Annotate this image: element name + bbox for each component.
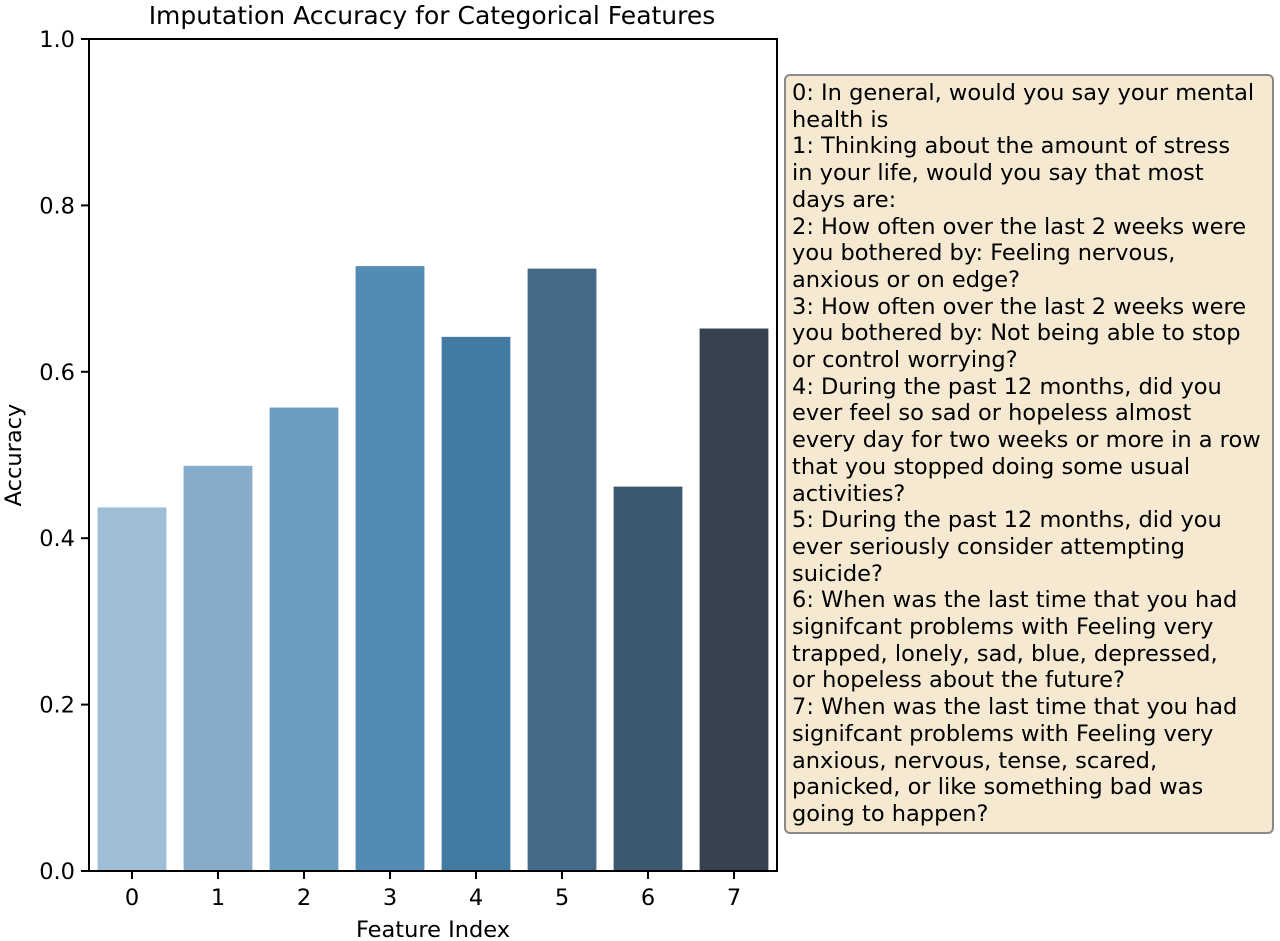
legend-line: 2: How often over the last 2 weeks were — [792, 213, 1247, 240]
legend-line: you bothered by: Feeling nervous, — [792, 240, 1176, 267]
legend-line: ever feel so sad or hopeless almost — [792, 400, 1192, 427]
y-tick-label: 0.0 — [39, 859, 75, 885]
legend-line: or hopeless about the future? — [792, 667, 1125, 694]
y-tick-label: 1.0 — [39, 27, 75, 53]
plot-frame — [88, 38, 778, 872]
legend-line: anxious, nervous, tense, scared, — [792, 747, 1158, 774]
legend-line: 4: During the past 12 months, did you — [792, 373, 1222, 400]
y-tick-label: 0.6 — [39, 360, 75, 386]
bar-feature-4 — [441, 336, 511, 872]
legend-line: 3: How often over the last 2 weeks were — [792, 293, 1247, 320]
chart-title: Imputation Accuracy for Categorical Feat… — [149, 1, 716, 30]
legend-line: ever seriously consider attempting — [792, 533, 1185, 560]
legend-line: trapped, lonely, sad, blue, depressed, — [792, 640, 1218, 667]
bar-feature-0 — [97, 507, 167, 871]
legend-line: signifcant problems with Feeling very — [792, 614, 1214, 641]
x-tick-label: 1 — [211, 885, 225, 911]
bar-feature-1 — [183, 465, 253, 871]
x-tick-label: 6 — [641, 885, 655, 911]
x-tick-label: 2 — [297, 885, 311, 911]
legend-line: in your life, would you say that most — [792, 160, 1204, 187]
legend-line: every day for two weeks or more in a row — [792, 427, 1261, 454]
legend-line: 6: When was the last time that you had — [792, 587, 1238, 614]
legend-line: signifcant problems with Feeling very — [792, 720, 1214, 747]
bar-feature-7 — [699, 328, 769, 871]
x-axis: 0 1 2 3 4 5 6 7 — [125, 871, 741, 911]
legend-line: that you stopped doing some usual — [792, 453, 1191, 480]
legend-line: 5: During the past 12 months, did you — [792, 507, 1222, 534]
legend-line: anxious or on edge? — [792, 266, 1021, 293]
y-tick-label: 0.8 — [39, 193, 75, 219]
bar-feature-5 — [527, 268, 597, 872]
legend-line: health is — [792, 106, 889, 133]
x-tick-label: 3 — [383, 885, 397, 911]
y-tick-label: 0.4 — [39, 526, 75, 552]
legend-line: 1: Thinking about the amount of stress — [792, 133, 1231, 160]
legend-line: going to happen? — [792, 800, 989, 827]
legend-line: panicked, or like something bad was — [792, 774, 1204, 801]
legend-line: activities? — [792, 480, 906, 507]
x-axis-label: Feature Index — [356, 917, 510, 941]
legend-line: or control worrying? — [792, 347, 1018, 374]
y-axis-label: Accuracy — [1, 404, 27, 507]
legend-line: 7: When was the last time that you had — [792, 694, 1238, 721]
bars-group — [97, 266, 769, 872]
bar-feature-3 — [355, 266, 425, 871]
x-tick-label: 4 — [469, 885, 483, 911]
x-tick-label: 0 — [125, 885, 139, 911]
bar-feature-2 — [269, 407, 339, 871]
x-tick-label: 7 — [727, 885, 741, 911]
legend-line: you bothered by: Not being able to stop — [792, 320, 1241, 347]
x-tick-label: 5 — [555, 885, 569, 911]
feature-legend: 0: In general, would you say your mental… — [784, 74, 1274, 834]
legend-line: days are: — [792, 186, 897, 213]
y-axis: 0.0 0.2 0.4 0.6 0.8 1.0 — [39, 27, 89, 885]
legend-line: 0: In general, would you say your mental — [792, 80, 1255, 106]
legend-line: suicide? — [792, 560, 883, 587]
bar-feature-6 — [613, 486, 683, 871]
y-tick-label: 0.2 — [39, 693, 75, 719]
